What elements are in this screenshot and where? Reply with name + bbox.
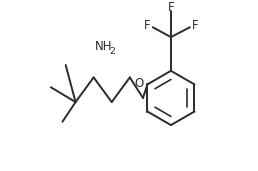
Text: O: O [134, 77, 143, 90]
Text: 2: 2 [109, 47, 115, 56]
Text: F: F [144, 19, 150, 32]
Text: F: F [192, 19, 199, 32]
Text: NH: NH [95, 40, 113, 53]
Text: F: F [168, 1, 174, 14]
